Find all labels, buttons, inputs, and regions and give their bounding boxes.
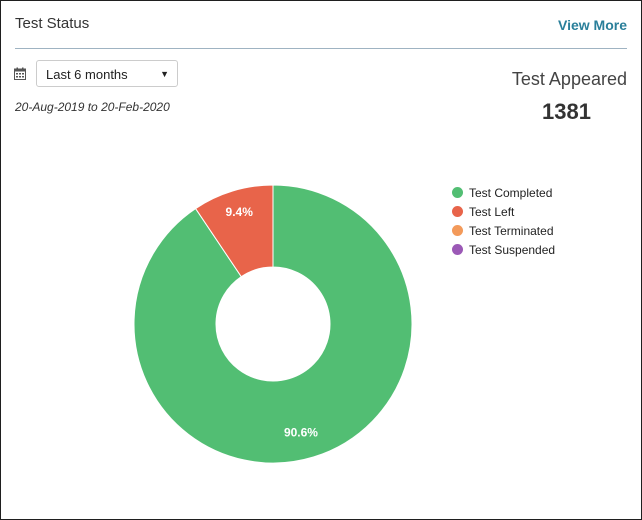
chart-legend: Test Completed Test Left Test Terminated Te…: [452, 183, 555, 259]
legend-swatch: [452, 206, 463, 217]
date-range: 20-Aug-2019 to 20-Feb-2020: [15, 100, 170, 114]
legend-item[interactable]: Test Completed: [452, 183, 555, 202]
slice-label: 9.4%: [226, 205, 254, 219]
legend-label: Test Suspended: [469, 242, 556, 257]
legend-item[interactable]: Test Suspended: [452, 240, 555, 259]
period-select[interactable]: Last 6 months ▼: [36, 60, 178, 87]
legend-item[interactable]: Test Left: [452, 202, 555, 221]
slice-test-completed[interactable]: [133, 184, 413, 464]
legend-swatch: [452, 225, 463, 236]
test-appeared-value: 1381: [542, 99, 591, 124]
legend-label: Test Completed: [469, 185, 553, 200]
legend-item[interactable]: Test Terminated: [452, 221, 555, 240]
test-appeared-label: Test Appeared: [511, 69, 627, 89]
legend-swatch: [452, 244, 463, 255]
view-more-link[interactable]: View More: [558, 17, 627, 33]
slice-label: 90.6%: [284, 426, 318, 440]
slice-test-left[interactable]: [194, 184, 274, 278]
legend-swatch: [452, 187, 463, 198]
period-select-value: Last 6 months: [46, 67, 128, 82]
chevron-down-icon: ▼: [160, 69, 169, 79]
legend-label: Test Left: [469, 204, 515, 219]
divider: [15, 48, 627, 49]
card-title: Test Status: [15, 15, 90, 32]
legend-label: Test Terminated: [469, 223, 554, 238]
calendar-icon: [14, 67, 26, 80]
